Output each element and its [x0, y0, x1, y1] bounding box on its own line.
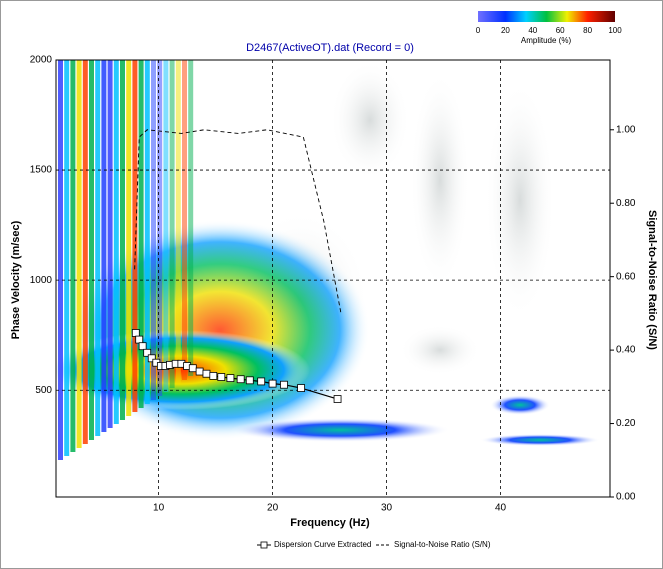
y-tick-label: 500	[35, 385, 52, 396]
amplitude-stripe	[76, 60, 82, 448]
y-axis-label: Phase Velocity (m/sec)	[10, 220, 22, 339]
curve-marker	[209, 372, 218, 380]
curve-marker	[236, 375, 245, 384]
x-axis-label: Frequency (Hz)	[290, 517, 370, 529]
amplitude-stripe	[107, 60, 113, 428]
y2-tick-label: 0.80	[616, 198, 636, 209]
curve-marker	[257, 377, 266, 386]
colorbar-tick-label: 100	[608, 26, 622, 35]
legend-label: Dispersion Curve Extracted	[274, 540, 371, 549]
curve-marker	[268, 379, 277, 388]
curve-marker	[143, 348, 152, 357]
amplitude-stripe	[70, 60, 76, 452]
colorbar-tick-label: 20	[501, 26, 510, 35]
y-tick-label: 1500	[30, 165, 53, 176]
plot-frame	[55, 59, 611, 498]
curve-marker	[135, 335, 144, 344]
y-tick-label: 2000	[30, 55, 53, 66]
snr-curve	[134, 129, 342, 314]
amplitude-stripe	[113, 60, 119, 424]
legend-label: Signal-to-Noise Ratio (S/N)	[394, 540, 491, 549]
colorbar-tick-label: 0	[476, 26, 481, 35]
colorbar	[478, 11, 615, 22]
amplitude-stripe	[126, 60, 132, 416]
y2-tick-label: 0.60	[616, 271, 636, 282]
y-tick-label: 1000	[30, 275, 53, 286]
curve-marker	[131, 329, 140, 337]
x-tick-label: 30	[381, 503, 393, 514]
amplitude-stripe	[151, 60, 156, 400]
amplitude-stripe	[89, 60, 94, 440]
x-tick-label: 20	[267, 503, 279, 514]
colorbar-tick-label: 80	[583, 26, 592, 35]
amplitude-stripe	[120, 60, 125, 420]
amplitude-image	[56, 60, 600, 460]
curve-marker	[195, 367, 204, 376]
amplitude-stripe	[188, 60, 194, 376]
amplitude-stripe	[64, 60, 70, 456]
amplitude-stripe	[138, 60, 144, 408]
amplitude-stripe	[82, 60, 88, 444]
colorbar-tick-label: 40	[528, 26, 537, 35]
amplitude-stripe	[101, 60, 107, 432]
curve-marker	[297, 384, 305, 392]
y2-tick-label: 1.00	[616, 124, 636, 135]
amplitude-stripe	[169, 60, 175, 388]
y2-tick-label: 0.20	[616, 418, 636, 429]
amplitude-stripe	[175, 60, 181, 384]
curve-marker	[138, 342, 147, 351]
y2-tick-label: 0.00	[616, 492, 636, 503]
amplitude-stripe	[132, 60, 138, 412]
amplitude-stripe	[182, 60, 187, 380]
chart-title: D2467(ActiveOT).dat (Record = 0)	[246, 42, 414, 54]
curve-marker	[333, 395, 342, 403]
amplitude-stripe	[157, 60, 163, 396]
y2-axis-label: Signal-to-Noise Ratio (S/N)	[646, 210, 658, 350]
amplitude-stripe	[95, 60, 101, 436]
amplitude-stripe	[163, 60, 169, 392]
amplitude-stripe	[58, 60, 63, 460]
curve-marker	[245, 376, 254, 385]
y2-tick-label: 0.40	[616, 345, 636, 356]
x-tick-label: 10	[153, 503, 165, 514]
curve-marker	[202, 369, 211, 378]
curve-marker	[226, 374, 235, 383]
colorbar-tick-label: 60	[556, 26, 565, 35]
colorbar-label: Amplitude (%)	[521, 36, 572, 45]
amplitude-stripe	[144, 60, 150, 404]
legend-swatch	[260, 541, 268, 549]
curve-marker	[280, 380, 288, 389]
x-tick-label: 40	[495, 503, 507, 514]
curve-marker	[147, 354, 156, 363]
curve-marker	[217, 373, 226, 381]
curve-marker	[188, 364, 197, 373]
